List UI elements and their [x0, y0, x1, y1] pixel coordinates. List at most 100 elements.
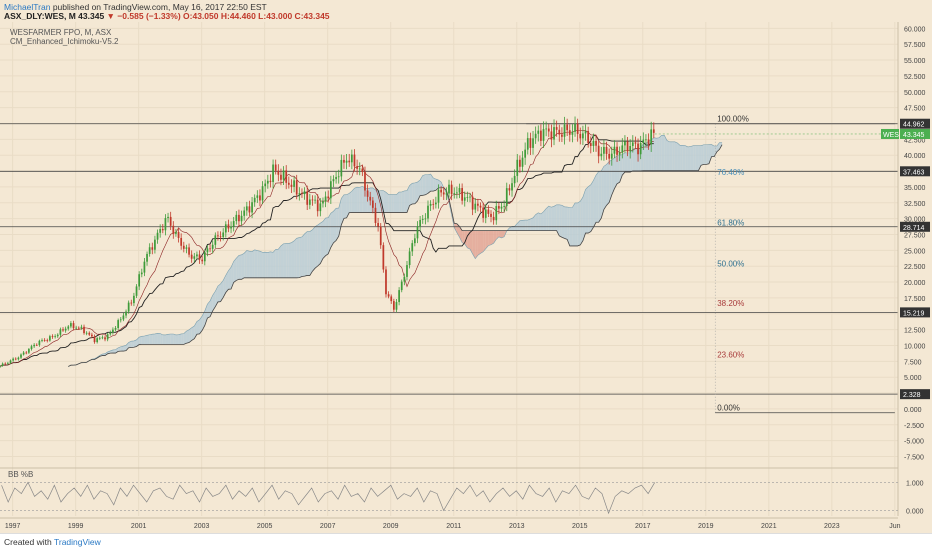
tradingview-logo[interactable]: TradingView	[54, 537, 101, 547]
candle-body	[130, 303, 132, 304]
candle-body	[49, 336, 51, 340]
candle-body	[393, 301, 395, 310]
candle-body	[31, 346, 33, 349]
candle-body	[340, 160, 342, 176]
candle-body	[225, 224, 227, 232]
candle-body	[186, 247, 188, 248]
candle-body	[485, 210, 487, 218]
candle-body	[527, 138, 529, 150]
y-tick-label: -7.500	[904, 454, 924, 461]
ichimoku-cloud-segment	[218, 284, 221, 302]
candle-body	[133, 296, 135, 303]
ichimoku-cloud-segment	[685, 146, 688, 171]
candle-body	[522, 158, 524, 167]
candle-body	[459, 188, 461, 192]
ichimoku-cloud-segment	[404, 191, 407, 213]
candle-body	[94, 336, 96, 342]
candle-body	[162, 229, 164, 230]
ichimoku-cloud-segment	[155, 333, 158, 344]
bb-indicator-label[interactable]: BB %B	[8, 470, 33, 479]
candle-body	[419, 220, 421, 226]
ichimoku-cloud-segment	[312, 227, 315, 272]
ichimoku-cloud-segment	[410, 183, 413, 205]
candle-body	[422, 219, 424, 220]
candle-body	[432, 204, 434, 205]
candle-body	[115, 328, 117, 330]
ichimoku-cloud-segment	[176, 335, 179, 345]
ichimoku-cloud-segment	[559, 205, 562, 237]
ichimoku-cloud-segment	[168, 334, 171, 344]
ichimoku-cloud-segment	[544, 209, 547, 231]
candle-body	[291, 185, 293, 187]
candle-body	[120, 319, 122, 320]
ichimoku-cloud-segment	[144, 335, 147, 344]
candle-body	[572, 132, 574, 135]
candle-body	[125, 312, 127, 316]
ichimoku-indicator-label[interactable]: CM_Enhanced_Ichimoku-V5.2	[10, 37, 119, 46]
candle-body	[530, 138, 532, 148]
ichimoku-cloud-segment	[696, 146, 699, 171]
ichimoku-cloud-segment	[286, 243, 289, 277]
ichimoku-cloud-segment	[273, 249, 276, 277]
candle-body	[128, 303, 130, 312]
candle-body	[70, 323, 72, 326]
candle-body	[409, 251, 411, 265]
candle-body	[39, 341, 41, 345]
ichimoku-cloud-segment	[462, 231, 465, 244]
ichimoku-cloud-segment	[255, 250, 258, 278]
ichimoku-cloud-segment	[688, 146, 691, 170]
ichimoku-cloud-segment	[305, 232, 308, 277]
y-tick-label: 25.000	[904, 248, 926, 255]
price-chart[interactable]: 100.00%76.40%61.80%50.00%38.20%23.60%0.0…	[0, 0, 932, 533]
candle-body	[585, 131, 587, 133]
ichimoku-cloud-segment	[520, 220, 523, 230]
ichimoku-cloud-segment	[386, 192, 389, 212]
candle-body	[545, 129, 547, 130]
candle-body	[356, 166, 358, 168]
y-tick-label: 5.000	[904, 375, 922, 382]
candle-body	[325, 197, 327, 202]
candle-body	[254, 198, 256, 202]
ichimoku-cloud-segment	[281, 244, 284, 278]
candle-body	[204, 252, 206, 261]
symbol-badge-label: WES	[883, 132, 899, 139]
x-tick-label: 2005	[257, 523, 273, 530]
candle-body	[67, 326, 69, 328]
candle-body	[367, 190, 369, 196]
ichimoku-cloud-segment	[431, 174, 434, 191]
candle-body	[495, 206, 497, 220]
candle-body	[146, 254, 148, 262]
candle-body	[624, 141, 626, 145]
ichimoku-cloud-segment	[244, 250, 247, 277]
candle-body	[175, 232, 177, 234]
y-tick-label: 52.500	[904, 74, 926, 81]
ichimoku-cloud-segment	[242, 253, 245, 279]
candle-body	[199, 254, 201, 259]
y-tick-label: 55.000	[904, 58, 926, 65]
ichimoku-cloud-segment	[680, 145, 683, 170]
candle-body	[474, 204, 476, 210]
level-price-label: 28.714	[903, 225, 925, 232]
candle-body	[548, 129, 550, 132]
ichimoku-cloud-segment	[704, 145, 707, 165]
ichimoku-cloud-segment	[181, 334, 184, 345]
candle-body	[220, 236, 222, 237]
ichimoku-cloud-segment	[525, 220, 528, 231]
senkou-span-b	[68, 145, 722, 367]
ichimoku-cloud-segment	[706, 145, 709, 165]
ichimoku-cloud-segment	[268, 252, 271, 278]
candle-body	[574, 124, 576, 132]
candle-body	[632, 142, 634, 146]
candle-body	[15, 359, 17, 360]
ichimoku-cloud-segment	[607, 162, 610, 206]
level-price-label: 2.328	[903, 392, 921, 399]
ichimoku-cloud-segment	[396, 192, 399, 212]
ichimoku-cloud-segment	[299, 237, 302, 278]
candle-body	[149, 247, 151, 254]
series-title: WESFARMER FPO, M, ASX	[10, 28, 111, 37]
ichimoku-cloud-segment	[656, 138, 659, 171]
fib-level-label: 100.00%	[717, 115, 749, 124]
candle-body	[490, 214, 492, 217]
candle-body	[414, 238, 416, 243]
ichimoku-cloud-segment	[578, 201, 581, 246]
